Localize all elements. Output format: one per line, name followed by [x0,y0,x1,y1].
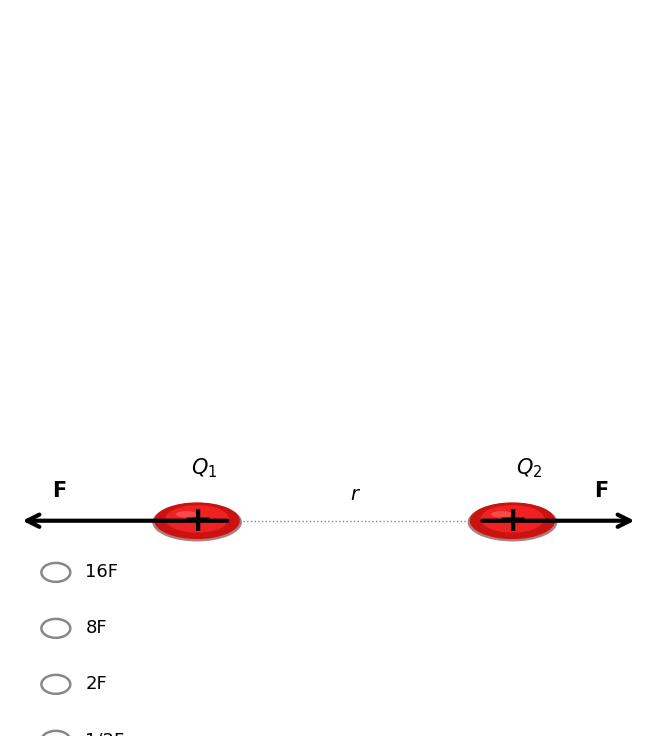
Ellipse shape [480,505,545,533]
Text: F: F [52,481,66,500]
Text: 8F: 8F [85,620,107,637]
Text: F: F [594,481,608,500]
Ellipse shape [175,511,197,517]
Text: r: r [351,485,359,504]
Text: 2F: 2F [85,676,107,693]
Ellipse shape [154,503,240,539]
Ellipse shape [470,503,555,539]
Text: +: + [182,503,212,538]
Ellipse shape [152,503,242,542]
Text: 1/2F: 1/2F [85,732,125,736]
Text: $Q_2$: $Q_2$ [516,456,542,480]
Text: $Q_1$: $Q_1$ [191,456,217,480]
Ellipse shape [468,503,557,542]
Ellipse shape [165,505,229,533]
Text: 7. Two positive charges Q1 and Q2 are
separated by a distance r. The charges rep: 7. Two positive charges Q1 and Q2 are se… [20,13,471,168]
Ellipse shape [491,511,512,517]
Text: +: + [497,503,528,538]
Text: 16F: 16F [85,563,118,581]
